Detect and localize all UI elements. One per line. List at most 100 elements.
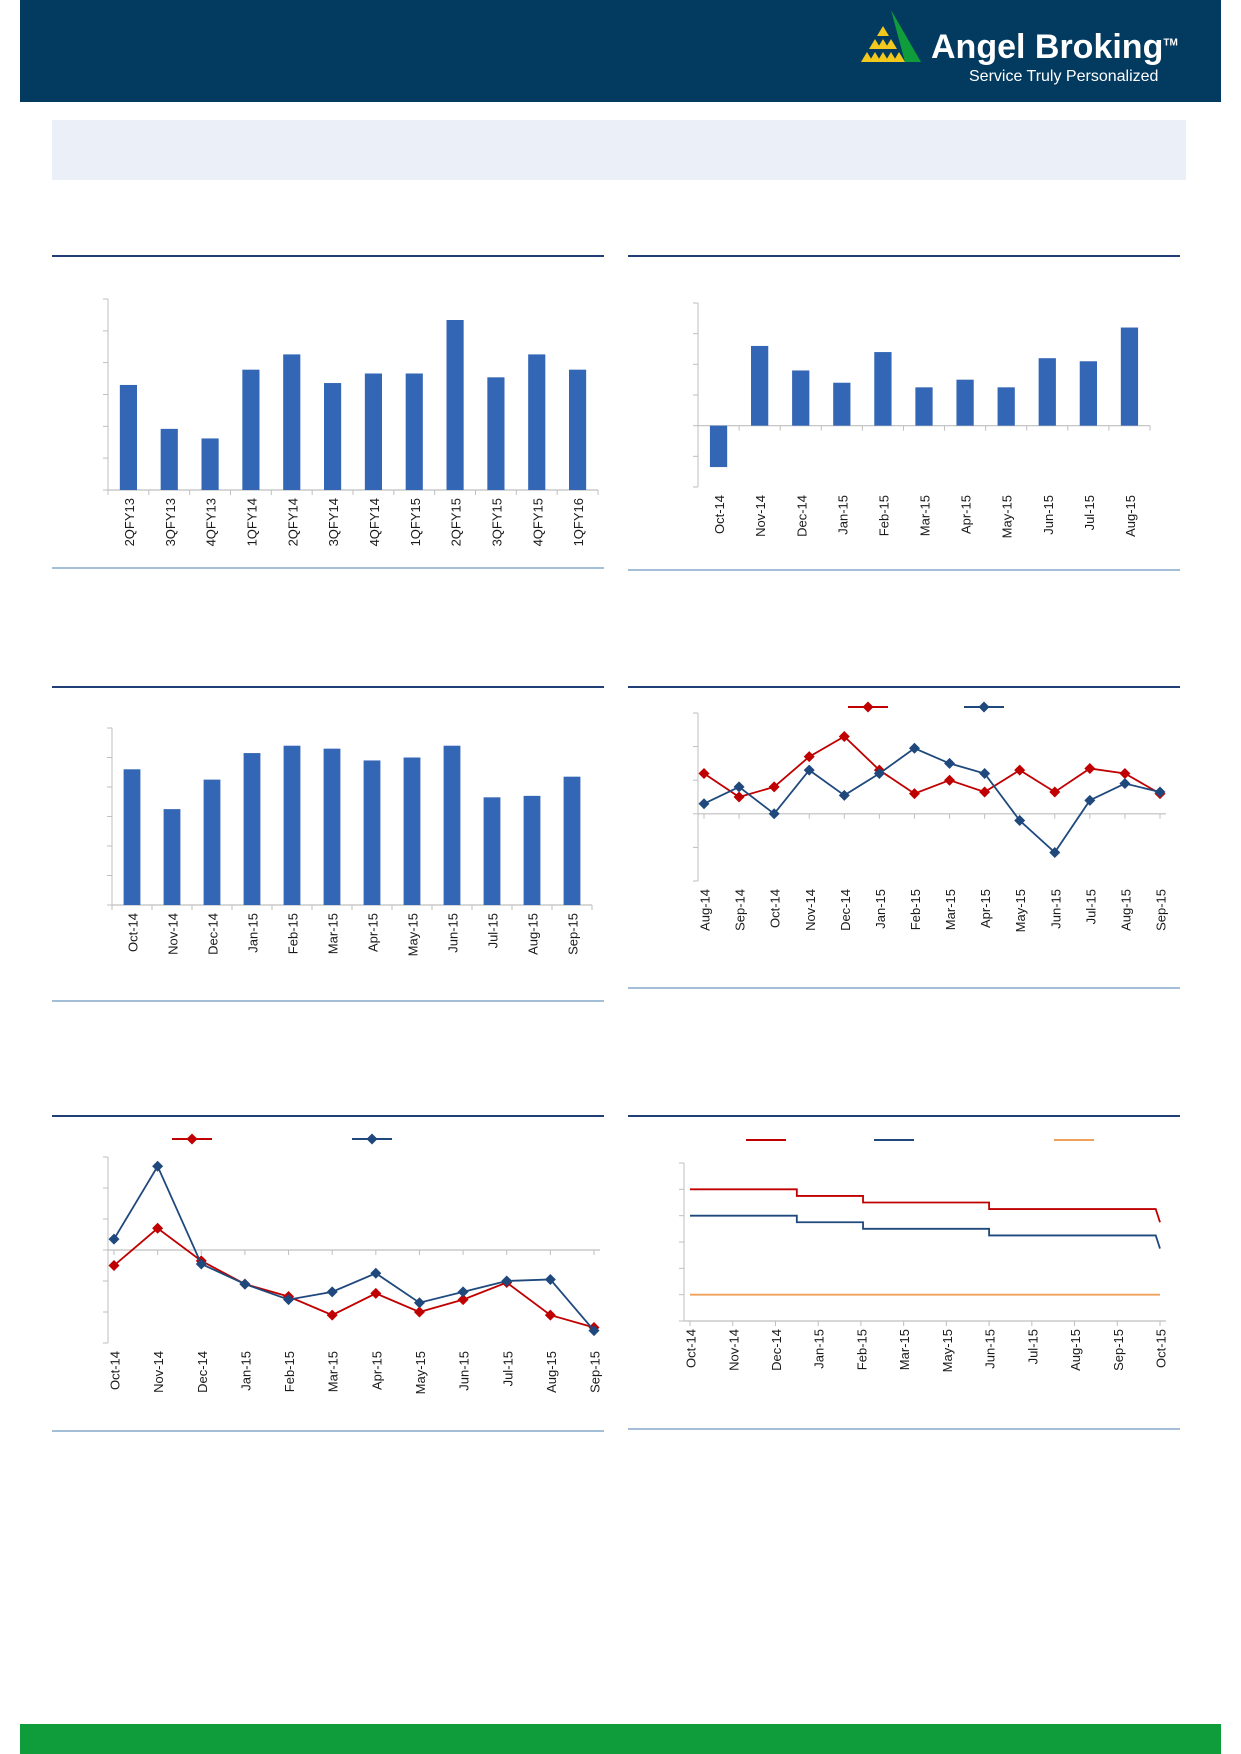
bar-Oct-14 [709, 425, 728, 468]
data-point-Apr-15 [370, 1267, 382, 1279]
bar-Aug-15 [1120, 327, 1139, 426]
bar-Jun-15 [1038, 358, 1056, 426]
data-point-Aug-14 [698, 767, 710, 779]
x-tick-label: Feb-15 [854, 1329, 869, 1370]
company-logo[interactable]: Angel BrokingTM Service Truly Personaliz… [861, 8, 1181, 92]
bar-Sep-15 [563, 776, 581, 905]
x-tick-label: Mar-15 [326, 913, 341, 954]
data-point-Jun-15 [1049, 846, 1061, 858]
x-tick-label: 1QFY15 [408, 498, 423, 546]
x-tick-label: Jan-15 [238, 1351, 253, 1391]
data-point-Oct-14 [108, 1233, 120, 1245]
x-tick-label: May-15 [1013, 889, 1028, 932]
x-tick-label: May-15 [406, 913, 421, 956]
pyramid-logo-icon [861, 10, 921, 62]
bar-chart-2: Oct-14 Nov-14 Dec-14 Jan-15 Feb-15 Mar-15 Apr-… [693, 302, 1151, 538]
data-point-Jan-15 [239, 1278, 251, 1290]
data-point-Sep-14 [733, 781, 745, 793]
legend-marker-2 [978, 701, 990, 713]
panel-bottom-rule [628, 569, 1180, 571]
series-line-1 [113, 1227, 595, 1329]
trademark-mark: TM [1163, 37, 1178, 49]
data-point-Mar-15 [326, 1286, 338, 1298]
data-point-Mar-15 [944, 774, 956, 786]
panel-top-rule [52, 255, 604, 257]
panel-top-rule [52, 686, 604, 688]
bar-4QFY14 [364, 373, 382, 490]
x-tick-label: Feb-15 [876, 495, 891, 536]
x-tick-label: Aug-15 [526, 913, 541, 955]
x-tick-label: Aug-14 [698, 889, 713, 931]
chart-panel-2: Oct-14 Nov-14 Dec-14 Jan-15 Feb-15 Mar-15 Apr-… [628, 255, 1180, 571]
x-tick-label: May-15 [940, 1329, 955, 1372]
data-point-Mar-15 [944, 757, 956, 769]
x-tick-label: Nov-14 [151, 1351, 166, 1393]
panel-top-rule [628, 255, 1180, 257]
x-tick-label: Jan-15 [246, 913, 261, 953]
brand-name: Angel BrokingTM [931, 28, 1178, 66]
bar-May-15 [403, 757, 421, 905]
x-tick-label: Jun-15 [1048, 889, 1063, 929]
x-tick-label: 4QFY13 [204, 498, 219, 546]
data-point-Dec-14 [838, 789, 850, 801]
x-tick-label: 3QFY15 [489, 498, 504, 546]
x-tick-label: Jan-15 [812, 1329, 827, 1369]
x-tick-label: Dec-14 [838, 889, 853, 931]
x-tick-label: Dec-14 [195, 1351, 210, 1393]
bar-Feb-15 [283, 745, 301, 905]
x-tick-label: Oct-14 [768, 889, 783, 928]
data-point-Jun-15 [457, 1294, 469, 1306]
x-tick-label: Sep-15 [588, 1351, 603, 1393]
line-chart-5: Oct-14 Nov-14 Dec-14 Jan-15 Feb-15 Mar-15 Apr-… [103, 1133, 603, 1394]
x-tick-label: Oct-14 [108, 1351, 123, 1390]
x-tick-label: Nov-14 [803, 889, 818, 931]
data-point-Sep-14 [733, 791, 745, 803]
bar-4QFY15 [528, 354, 546, 490]
x-tick-label: Jun-15 [446, 913, 461, 953]
bar-Dec-14 [792, 370, 810, 426]
panel-bottom-rule [52, 1000, 604, 1002]
data-point-Nov-14 [152, 1222, 164, 1234]
x-tick-label: Apr-15 [366, 913, 381, 952]
legend-marker-1 [186, 1133, 198, 1145]
x-tick-label: 2QFY14 [285, 498, 300, 546]
x-tick-label: Sep-15 [1111, 1329, 1126, 1371]
x-tick-label: Sep-14 [733, 889, 748, 931]
series-line-2 [113, 1164, 595, 1332]
x-tick-label: Jul-15 [486, 913, 501, 948]
x-tick-label: Apr-15 [369, 1351, 384, 1390]
x-tick-label: 4QFY15 [530, 498, 545, 546]
data-point-Dec-14 [195, 1258, 207, 1270]
bar-Oct-14 [123, 769, 141, 905]
chart-panel-4: Aug-14 Sep-14 Oct-14 Nov-14 Dec-14 Jan-15 Feb-… [628, 686, 1180, 991]
bar-Jul-15 [483, 797, 501, 905]
x-tick-label: 2QFY13 [122, 498, 137, 546]
x-tick-label: Jul-15 [500, 1351, 515, 1386]
line-chart-4: Aug-14 Sep-14 Oct-14 Nov-14 Dec-14 Jan-15 Feb-… [693, 701, 1169, 932]
x-tick-label: Mar-15 [943, 889, 958, 930]
bar-Jun-15 [443, 745, 461, 905]
data-point-May-15 [413, 1306, 425, 1318]
x-tick-label: Oct-14 [712, 495, 727, 534]
bar-2QFY13 [119, 384, 137, 490]
brand-tagline: Service Truly Personalized [969, 68, 1159, 85]
x-tick-label: Jun-15 [1041, 495, 1056, 535]
panel-bottom-rule [52, 1430, 604, 1432]
data-point-Sep-15 [1154, 786, 1166, 798]
x-tick-label: Sep-15 [1154, 889, 1169, 931]
bar-Feb-15 [874, 352, 892, 426]
series-line-1 [690, 1188, 1161, 1223]
data-point-Apr-15 [370, 1287, 382, 1299]
x-tick-label: Aug-15 [1068, 1329, 1083, 1371]
x-tick-label: Dec-14 [206, 913, 221, 955]
x-tick-label: Jan-15 [873, 889, 888, 929]
chart-panel-5: Oct-14 Nov-14 Dec-14 Jan-15 Feb-15 Mar-15 Apr-… [52, 1115, 604, 1433]
data-point-Dec-14 [838, 731, 850, 743]
chart-panel-1: 2QFY13 3QFY13 4QFY13 1QFY14 2QFY14 3QFY14 4QFY… [52, 255, 604, 571]
x-tick-label: 1QFY16 [571, 498, 586, 546]
x-tick-label: Apr-15 [959, 495, 974, 534]
x-tick-label: Jul-15 [1082, 495, 1097, 530]
bar-Nov-14 [751, 345, 769, 426]
legend-marker-1 [862, 701, 874, 713]
x-tick-label: May-15 [413, 1351, 428, 1394]
